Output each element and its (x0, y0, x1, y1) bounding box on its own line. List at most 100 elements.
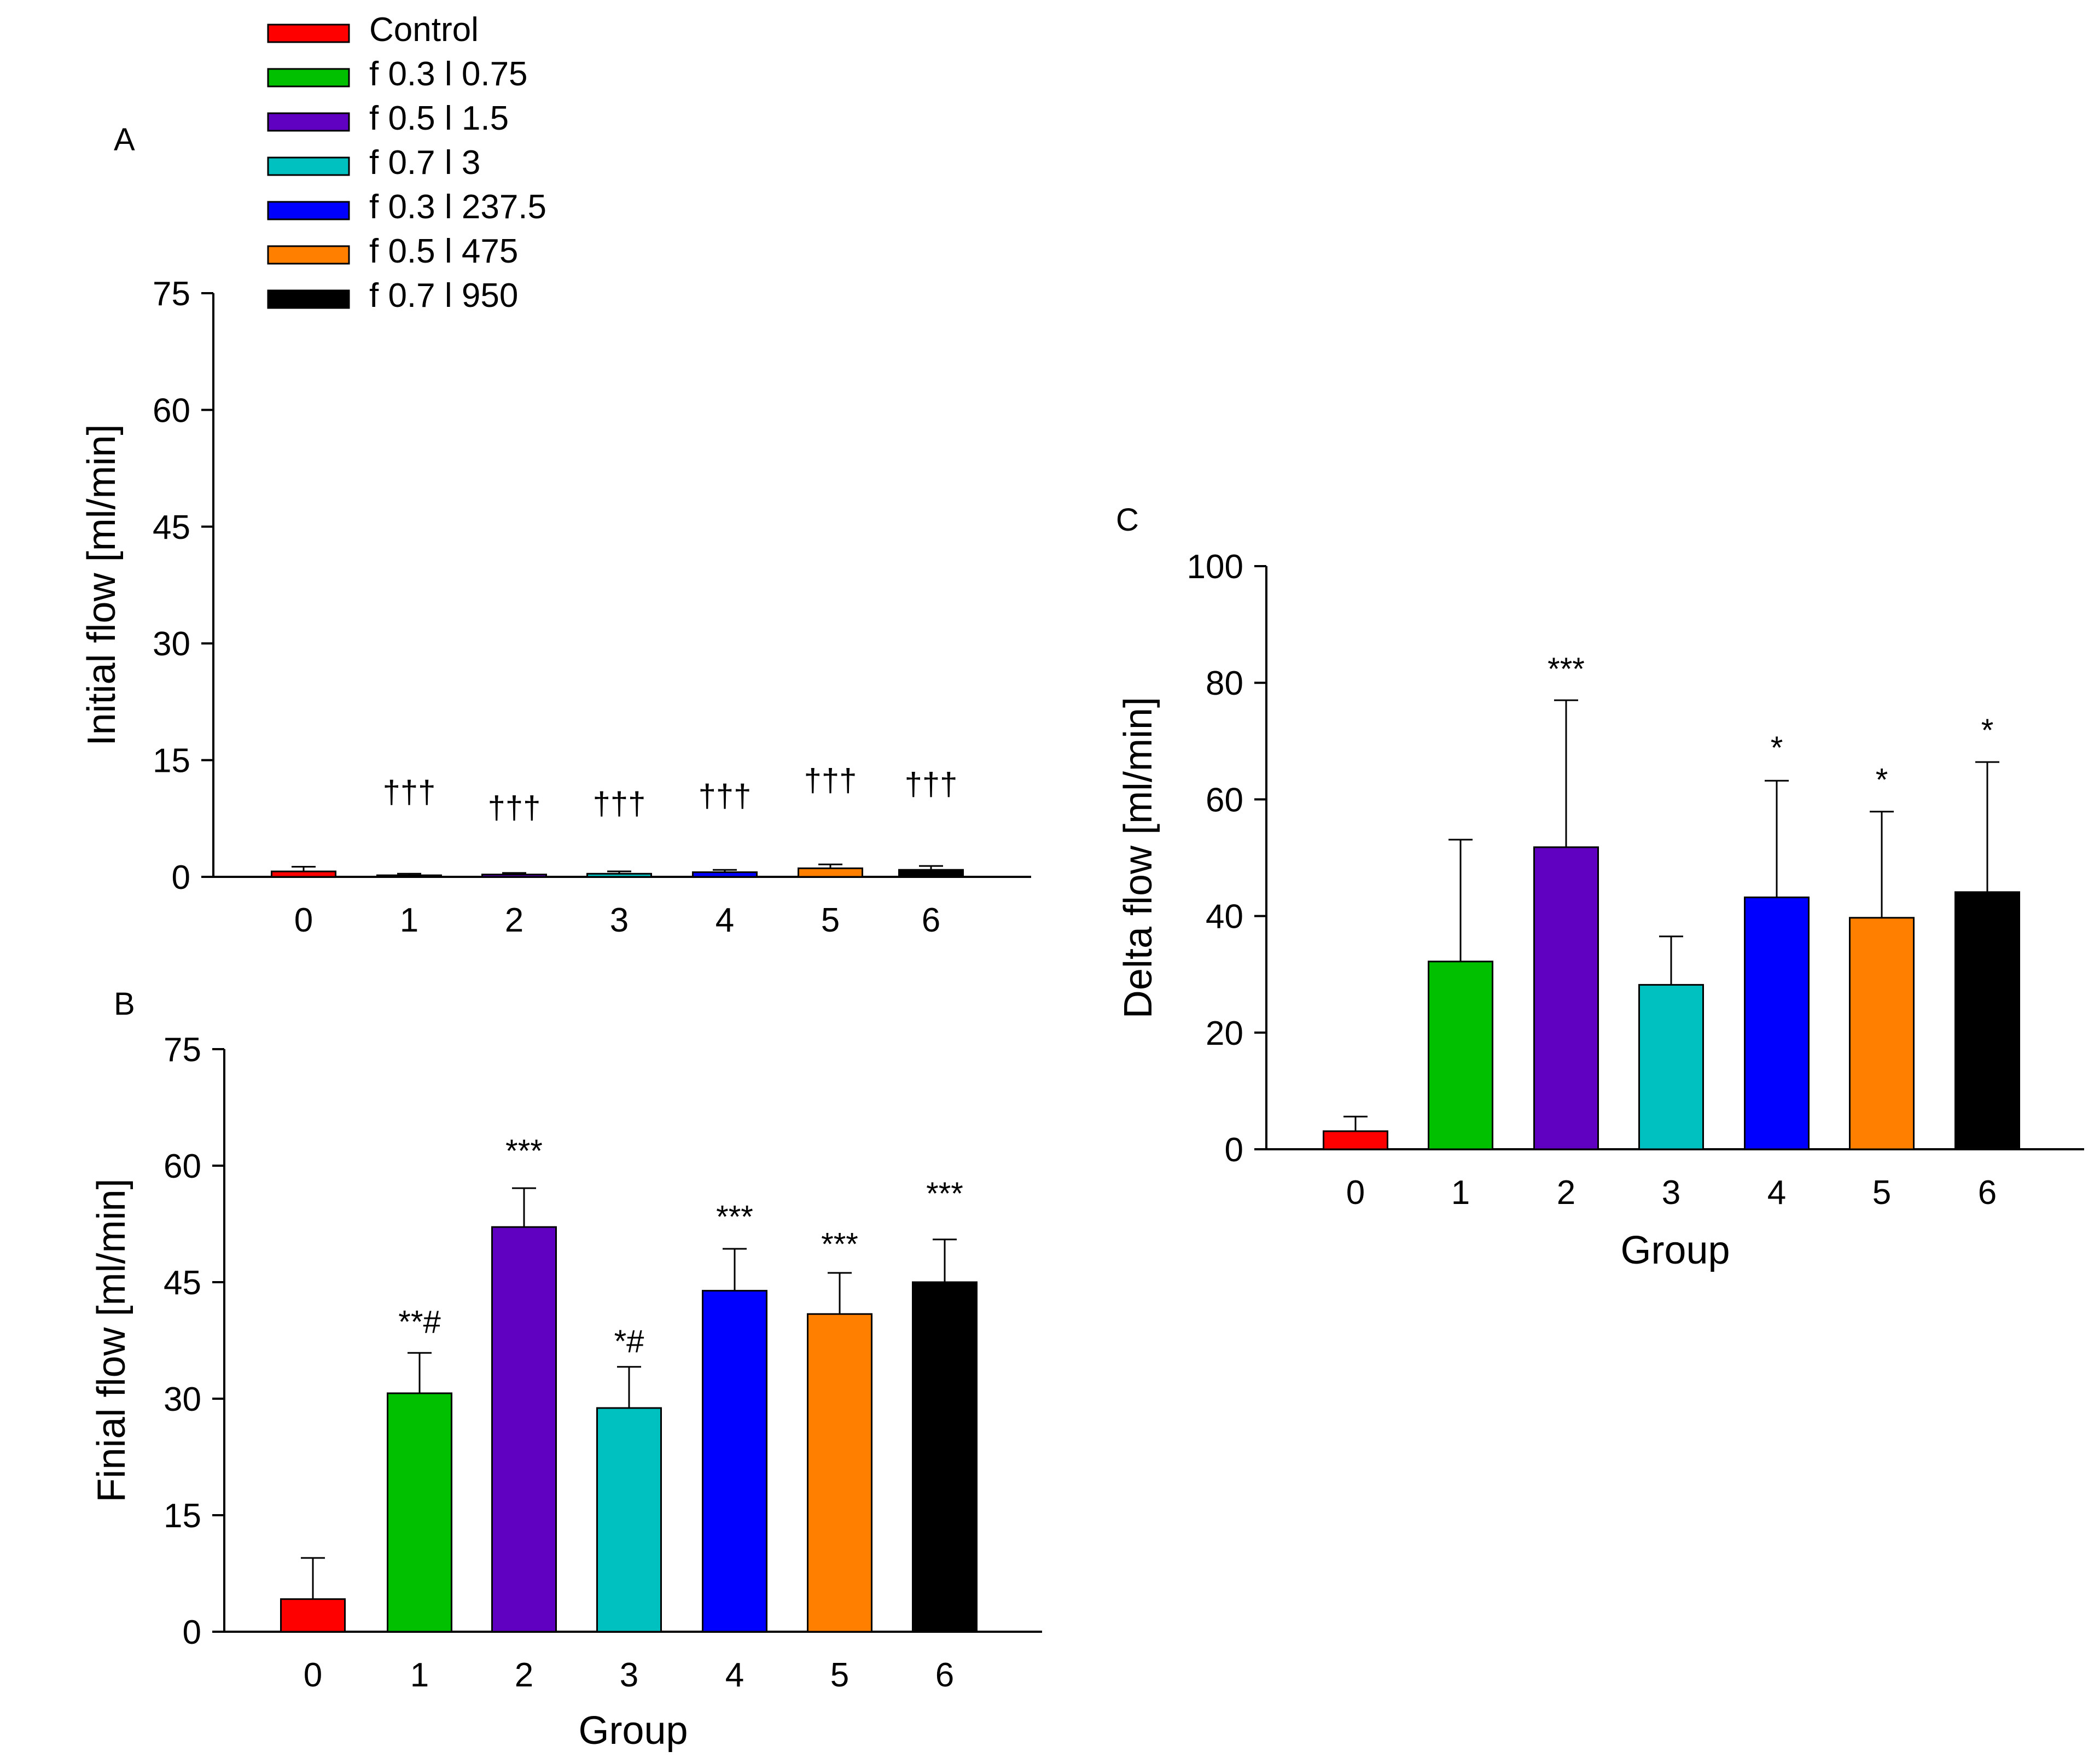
x-tick-label: 6 (1978, 1174, 1997, 1212)
significance-label: * (1981, 713, 1994, 748)
significance-label: * (1876, 762, 1888, 798)
x-tick-label: 2 (515, 1656, 533, 1694)
bar (481, 874, 547, 878)
legend-label: f 0.5 l 1.5 (369, 100, 509, 137)
y-tick-label: 0 (1225, 1131, 1243, 1169)
y-tick-label: 45 (164, 1264, 201, 1302)
y-axis-title: Initial flow [ml/min] (80, 424, 124, 746)
significance-label: ††† (699, 778, 752, 814)
y-tick-label: 80 (1206, 665, 1243, 702)
bar (1323, 1130, 1388, 1150)
y-tick-label: 0 (183, 1614, 201, 1651)
y-tick-label: 60 (153, 392, 190, 429)
x-tick-label: 1 (1451, 1174, 1470, 1212)
bar (798, 867, 863, 878)
x-tick-label: 1 (400, 901, 418, 939)
legend-swatch (267, 201, 350, 220)
x-tick-label: 0 (304, 1656, 322, 1694)
significance-label: *** (821, 1226, 858, 1262)
x-tick-label: 3 (620, 1656, 638, 1694)
x-tick-label: 5 (1872, 1174, 1891, 1212)
panel-label: C (1116, 502, 1139, 538)
significance-label: ††† (593, 786, 646, 822)
bar (1954, 891, 2020, 1150)
bar (807, 1313, 872, 1633)
bar (596, 1407, 662, 1633)
bar (702, 1290, 767, 1633)
y-tick-label: 30 (164, 1381, 201, 1418)
bar (586, 872, 652, 878)
bar (376, 874, 442, 878)
x-tick-label: 1 (410, 1656, 429, 1694)
x-tick-label: 0 (1346, 1174, 1365, 1212)
y-tick-label: 20 (1206, 1015, 1243, 1052)
y-tick-label: 75 (153, 275, 190, 313)
x-tick-label: 2 (1557, 1174, 1575, 1212)
significance-label: ††† (804, 763, 857, 799)
panel-label: A (114, 122, 135, 158)
bar (491, 1226, 557, 1633)
bar (1744, 896, 1810, 1150)
significance-label: *** (1548, 651, 1585, 687)
significance-label: ††† (488, 790, 541, 825)
significance-label: **# (398, 1304, 440, 1340)
y-tick-label: 0 (172, 859, 190, 897)
legend-label: f 0.7 l 3 (369, 144, 480, 182)
x-tick-label: 4 (1767, 1174, 1786, 1212)
panel-label: B (114, 986, 135, 1022)
x-tick-label: 5 (830, 1656, 849, 1694)
significance-label: *** (505, 1133, 543, 1169)
x-axis-title: Group (1620, 1229, 1730, 1272)
x-tick-label: 6 (935, 1656, 954, 1694)
bar (271, 870, 336, 878)
x-tick-label: 5 (821, 901, 840, 939)
y-tick-label: 60 (1206, 781, 1243, 819)
x-tick-label: 4 (725, 1656, 744, 1694)
legend-swatch (267, 156, 350, 176)
bar (1638, 984, 1704, 1150)
bar (898, 869, 964, 878)
significance-label: *** (926, 1176, 963, 1212)
legend-label: f 0.7 l 950 (369, 277, 518, 315)
x-axis-title: Group (578, 1709, 688, 1753)
legend-swatch (267, 289, 350, 309)
y-tick-label: 45 (153, 509, 190, 546)
significance-label: * (1771, 730, 1783, 766)
legend-label: f 0.5 l 475 (369, 232, 518, 270)
significance-label: *** (716, 1200, 753, 1235)
y-tick-label: 75 (164, 1031, 201, 1069)
legend-swatch (267, 68, 350, 88)
bar (387, 1392, 452, 1633)
legend-swatch (267, 112, 350, 132)
bar (1533, 846, 1599, 1150)
significance-label: *# (614, 1324, 644, 1359)
y-tick-label: 60 (164, 1148, 201, 1185)
x-tick-label: 4 (715, 901, 734, 939)
y-tick-label: 15 (164, 1497, 201, 1535)
legend-label: Control (369, 11, 479, 49)
y-axis-title: Finial flow [ml/min] (90, 1178, 133, 1502)
x-tick-label: 3 (610, 901, 629, 939)
significance-label: ††† (383, 775, 436, 810)
bar (692, 871, 758, 878)
x-tick-label: 3 (1662, 1174, 1680, 1212)
y-tick-label: 15 (153, 742, 190, 780)
x-tick-label: 6 (922, 901, 940, 939)
y-tick-label: 100 (1187, 548, 1243, 586)
significance-label: ††† (905, 767, 958, 802)
y-tick-label: 40 (1206, 898, 1243, 936)
legend-label: f 0.3 l 0.75 (369, 55, 528, 93)
x-tick-label: 0 (294, 901, 313, 939)
bar (280, 1598, 346, 1633)
y-axis-title: Delta flow [ml/min] (1116, 697, 1160, 1019)
bar (1849, 917, 1915, 1150)
x-tick-label: 2 (505, 901, 523, 939)
legend-swatch (267, 245, 350, 265)
legend: Control f 0.3 l 0.75 f 0.5 l 1.5 f 0.7 l 3 f… (267, 11, 546, 315)
legend-label: f 0.3 l 237.5 (369, 188, 546, 226)
bar (912, 1281, 978, 1633)
